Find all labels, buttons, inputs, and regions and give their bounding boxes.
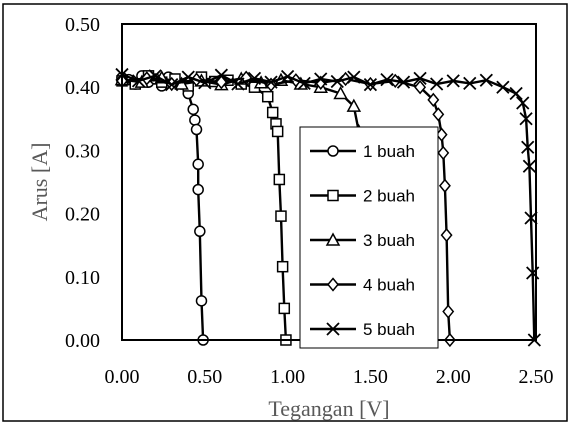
data-point-x <box>396 75 411 89</box>
data-point-x <box>148 69 162 83</box>
data-point-x <box>519 112 533 126</box>
data-point-circle <box>192 183 204 196</box>
data-point-x <box>430 77 444 91</box>
legend-marker-triangle <box>325 232 341 246</box>
series-line <box>121 73 536 341</box>
legend-entry: 1 buah <box>310 142 415 161</box>
data-point-x <box>363 78 378 92</box>
data-point-circle <box>189 114 201 126</box>
data-point-circle <box>187 103 199 116</box>
data-point-x <box>214 68 228 82</box>
data-point-square <box>261 90 274 103</box>
data-point-x <box>131 74 146 88</box>
data-point-diamond <box>427 92 440 108</box>
data-point-x <box>509 86 523 101</box>
series-5 <box>115 67 541 347</box>
legend-label: 2 buah <box>363 187 415 206</box>
data-point-diamond <box>414 80 427 95</box>
legend-box <box>299 126 439 349</box>
data-point-square <box>273 173 286 186</box>
data-point-x <box>280 69 295 84</box>
data-point-circle <box>190 123 203 136</box>
legend: 1 buah 2 buah 3 buah 4 buah 5 buah <box>299 126 439 349</box>
x-tick-label: 0.50 <box>187 366 222 388</box>
y-tick-label: 0.20 <box>65 204 100 226</box>
data-point-x <box>521 140 535 154</box>
data-point-diamond <box>442 304 455 319</box>
data-point-diamond <box>437 145 450 161</box>
data-point-x <box>330 74 344 89</box>
data-point-square <box>278 302 291 315</box>
data-point-x <box>496 80 510 94</box>
data-point-x <box>181 70 195 84</box>
y-axis-label: Arus [A] <box>27 143 52 222</box>
data-point-x <box>198 76 212 90</box>
data-point-x <box>463 76 477 91</box>
data-point-x <box>314 72 328 86</box>
data-point-square <box>271 125 284 138</box>
legend-entry: 4 buah <box>310 276 415 295</box>
legend-marker-square <box>327 189 339 202</box>
legend-entry: 5 buah <box>310 320 415 339</box>
y-tick-label: 0.30 <box>65 140 100 162</box>
data-point-square <box>276 260 289 273</box>
data-point-triangle <box>333 85 348 100</box>
y-tick-label: 0.40 <box>65 77 100 99</box>
data-point-circle <box>195 295 208 307</box>
data-point-x <box>165 78 179 92</box>
y-tick-labels: 0.00 0.10 0.20 0.30 0.40 0.50 <box>65 14 100 352</box>
data-point-x <box>522 159 537 173</box>
data-point-diamond <box>438 178 451 193</box>
data-point-x <box>247 71 262 85</box>
data-point-x <box>231 77 245 91</box>
data-point-diamond <box>440 227 453 243</box>
data-point-triangle <box>346 98 362 112</box>
y-tick-label: 0.00 <box>65 330 100 352</box>
legend-entry: 3 buah <box>310 231 415 250</box>
y-tick-label: 0.10 <box>65 267 100 289</box>
figure-frame <box>2 3 568 422</box>
data-point-x <box>264 75 278 89</box>
data-point-square <box>275 210 287 222</box>
legend-label: 4 buah <box>363 276 415 295</box>
data-point-diamond <box>432 107 445 122</box>
x-tick-label: 1.00 <box>270 366 305 388</box>
legend-entry: 2 buah <box>310 187 415 206</box>
legend-marker-circle <box>327 145 339 157</box>
legend-items: 1 buah 2 buah 3 buah 4 buah 5 buah <box>310 142 415 339</box>
legend-marker-diamond <box>327 277 339 292</box>
legend-label: 3 buah <box>363 231 415 250</box>
x-tick-label: 1.50 <box>353 366 388 388</box>
data-point-circle <box>192 158 204 171</box>
x-tick-labels: 0.00 0.50 1.00 1.50 2.00 2.50 <box>105 366 554 388</box>
y-tick-label: 0.50 <box>65 14 100 36</box>
data-point-x <box>413 71 427 85</box>
data-point-circle <box>194 225 206 238</box>
data-point-x <box>479 73 493 87</box>
legend-label: 1 buah <box>363 142 415 161</box>
series-layer <box>114 67 541 348</box>
data-point-x <box>446 74 460 88</box>
x-tick-label: 0.00 <box>105 366 140 388</box>
data-point-x <box>380 72 394 87</box>
legend-label: 5 buah <box>363 320 415 339</box>
x-axis-label: Tegangan [V] <box>268 396 389 421</box>
legend-marker-x <box>326 322 340 336</box>
data-point-square <box>266 106 279 119</box>
data-point-x <box>516 96 530 110</box>
data-point-x <box>347 70 361 84</box>
x-tick-label: 2.50 <box>519 366 554 388</box>
data-point-diamond <box>215 74 228 90</box>
x-tick-label: 2.00 <box>436 366 471 388</box>
data-point-x <box>297 76 311 91</box>
